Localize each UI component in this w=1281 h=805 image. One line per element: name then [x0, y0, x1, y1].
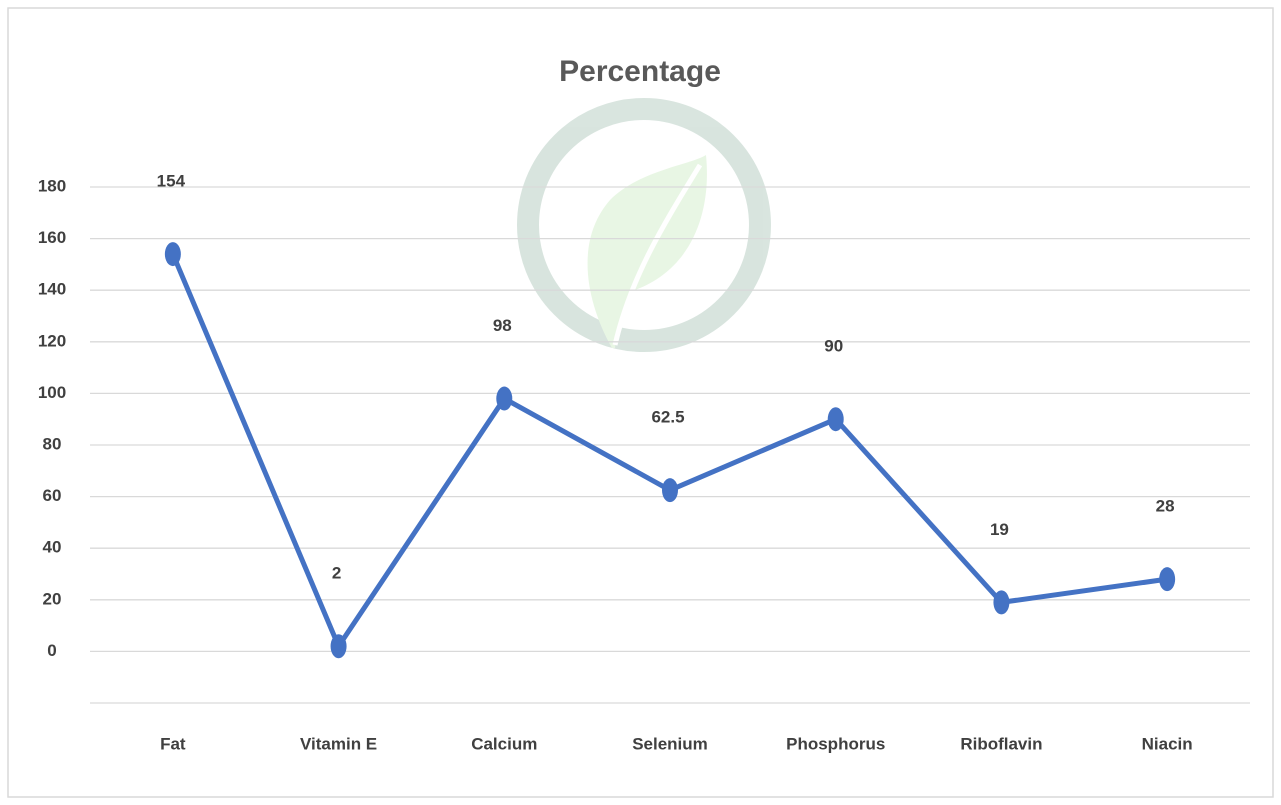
data-label: 90	[824, 337, 843, 356]
y-tick-label: 0	[47, 641, 56, 660]
y-tick-label: 180	[38, 176, 66, 195]
y-tick-label: 60	[43, 486, 62, 505]
data-point	[993, 590, 1009, 614]
data-point	[331, 634, 347, 658]
x-tick-label: Calcium	[471, 734, 537, 753]
data-point	[662, 478, 678, 502]
y-tick-label: 80	[43, 434, 62, 453]
y-tick-label: 120	[38, 331, 66, 350]
y-tick-label: 140	[38, 280, 66, 299]
x-tick-label: Phosphorus	[786, 734, 885, 753]
y-tick-label: 160	[38, 228, 66, 247]
x-tick-label: Selenium	[632, 734, 708, 753]
data-label: 154	[157, 172, 186, 191]
chart-frame	[8, 8, 1273, 797]
y-tick-label: 20	[43, 589, 62, 608]
data-point	[496, 387, 512, 411]
data-label: 98	[493, 316, 512, 335]
data-point	[165, 242, 181, 266]
data-label: 62.5	[651, 408, 684, 427]
x-tick-label: Riboflavin	[960, 734, 1042, 753]
x-tick-label: Vitamin E	[300, 734, 377, 753]
chart: Percentage 0 20 40 60 80 100 120 140 160 180 Fat Vi…	[0, 0, 1281, 805]
data-label: 19	[990, 520, 1009, 539]
y-tick-label: 100	[38, 383, 66, 402]
data-label: 2	[332, 564, 341, 583]
chart-title: Percentage	[559, 55, 721, 88]
data-point	[1159, 567, 1175, 591]
data-point	[828, 407, 844, 431]
x-tick-label: Fat	[160, 734, 186, 753]
y-tick-label: 40	[43, 538, 62, 557]
x-tick-label: Niacin	[1142, 734, 1193, 753]
data-label: 28	[1156, 497, 1175, 516]
